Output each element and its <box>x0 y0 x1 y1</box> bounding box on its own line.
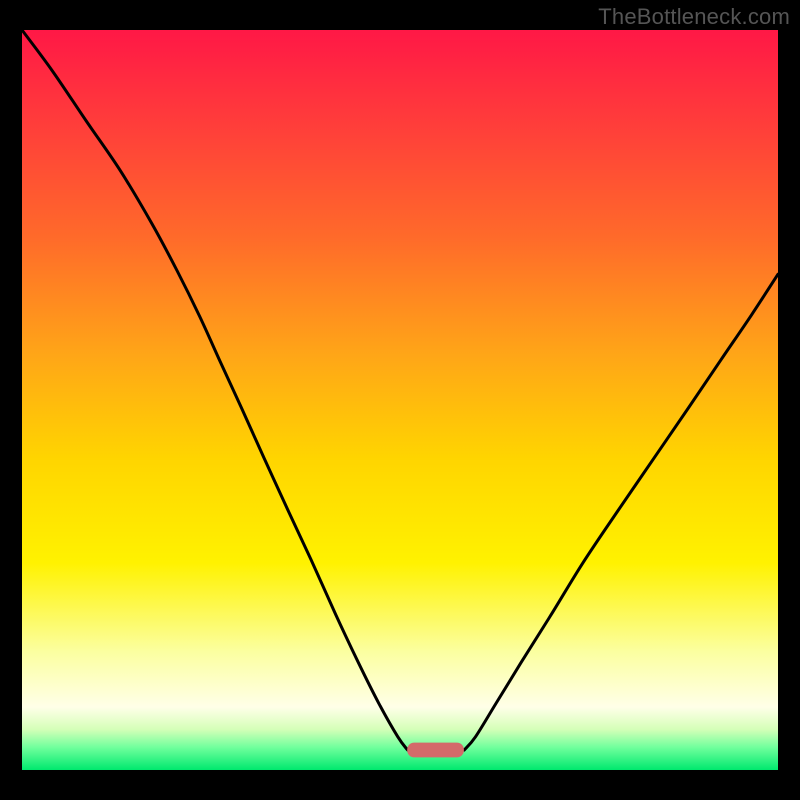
plot-gradient-area <box>22 30 778 770</box>
chart-container: TheBottleneck.com <box>0 0 800 800</box>
optimal-marker <box>407 743 464 758</box>
bottleneck-chart <box>0 0 800 800</box>
